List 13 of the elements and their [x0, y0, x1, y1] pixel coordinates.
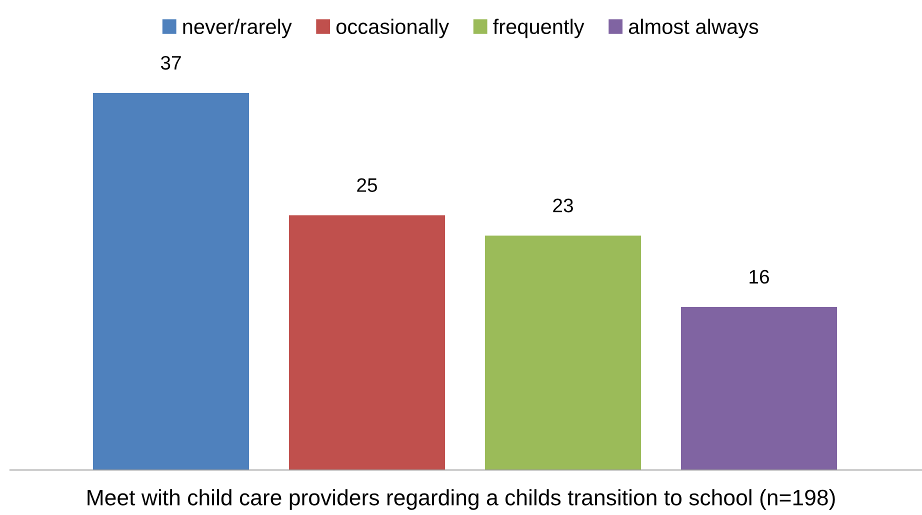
legend-label: frequently: [493, 18, 584, 38]
bar: [485, 236, 641, 470]
legend-label: almost always: [628, 18, 758, 38]
x-axis-title: Meet with child care providers regarding a childs transition to school (n=198): [88, 489, 835, 510]
legend-label: occasionally: [336, 18, 450, 38]
bar: [93, 93, 249, 470]
data-label: 25: [357, 178, 377, 192]
data-label: 37: [160, 56, 181, 70]
bar: [289, 215, 445, 470]
legend-label: never/rarely: [183, 18, 292, 38]
data-label: 23: [553, 198, 573, 212]
bar: [681, 306, 837, 470]
data-label: 16: [750, 270, 769, 284]
